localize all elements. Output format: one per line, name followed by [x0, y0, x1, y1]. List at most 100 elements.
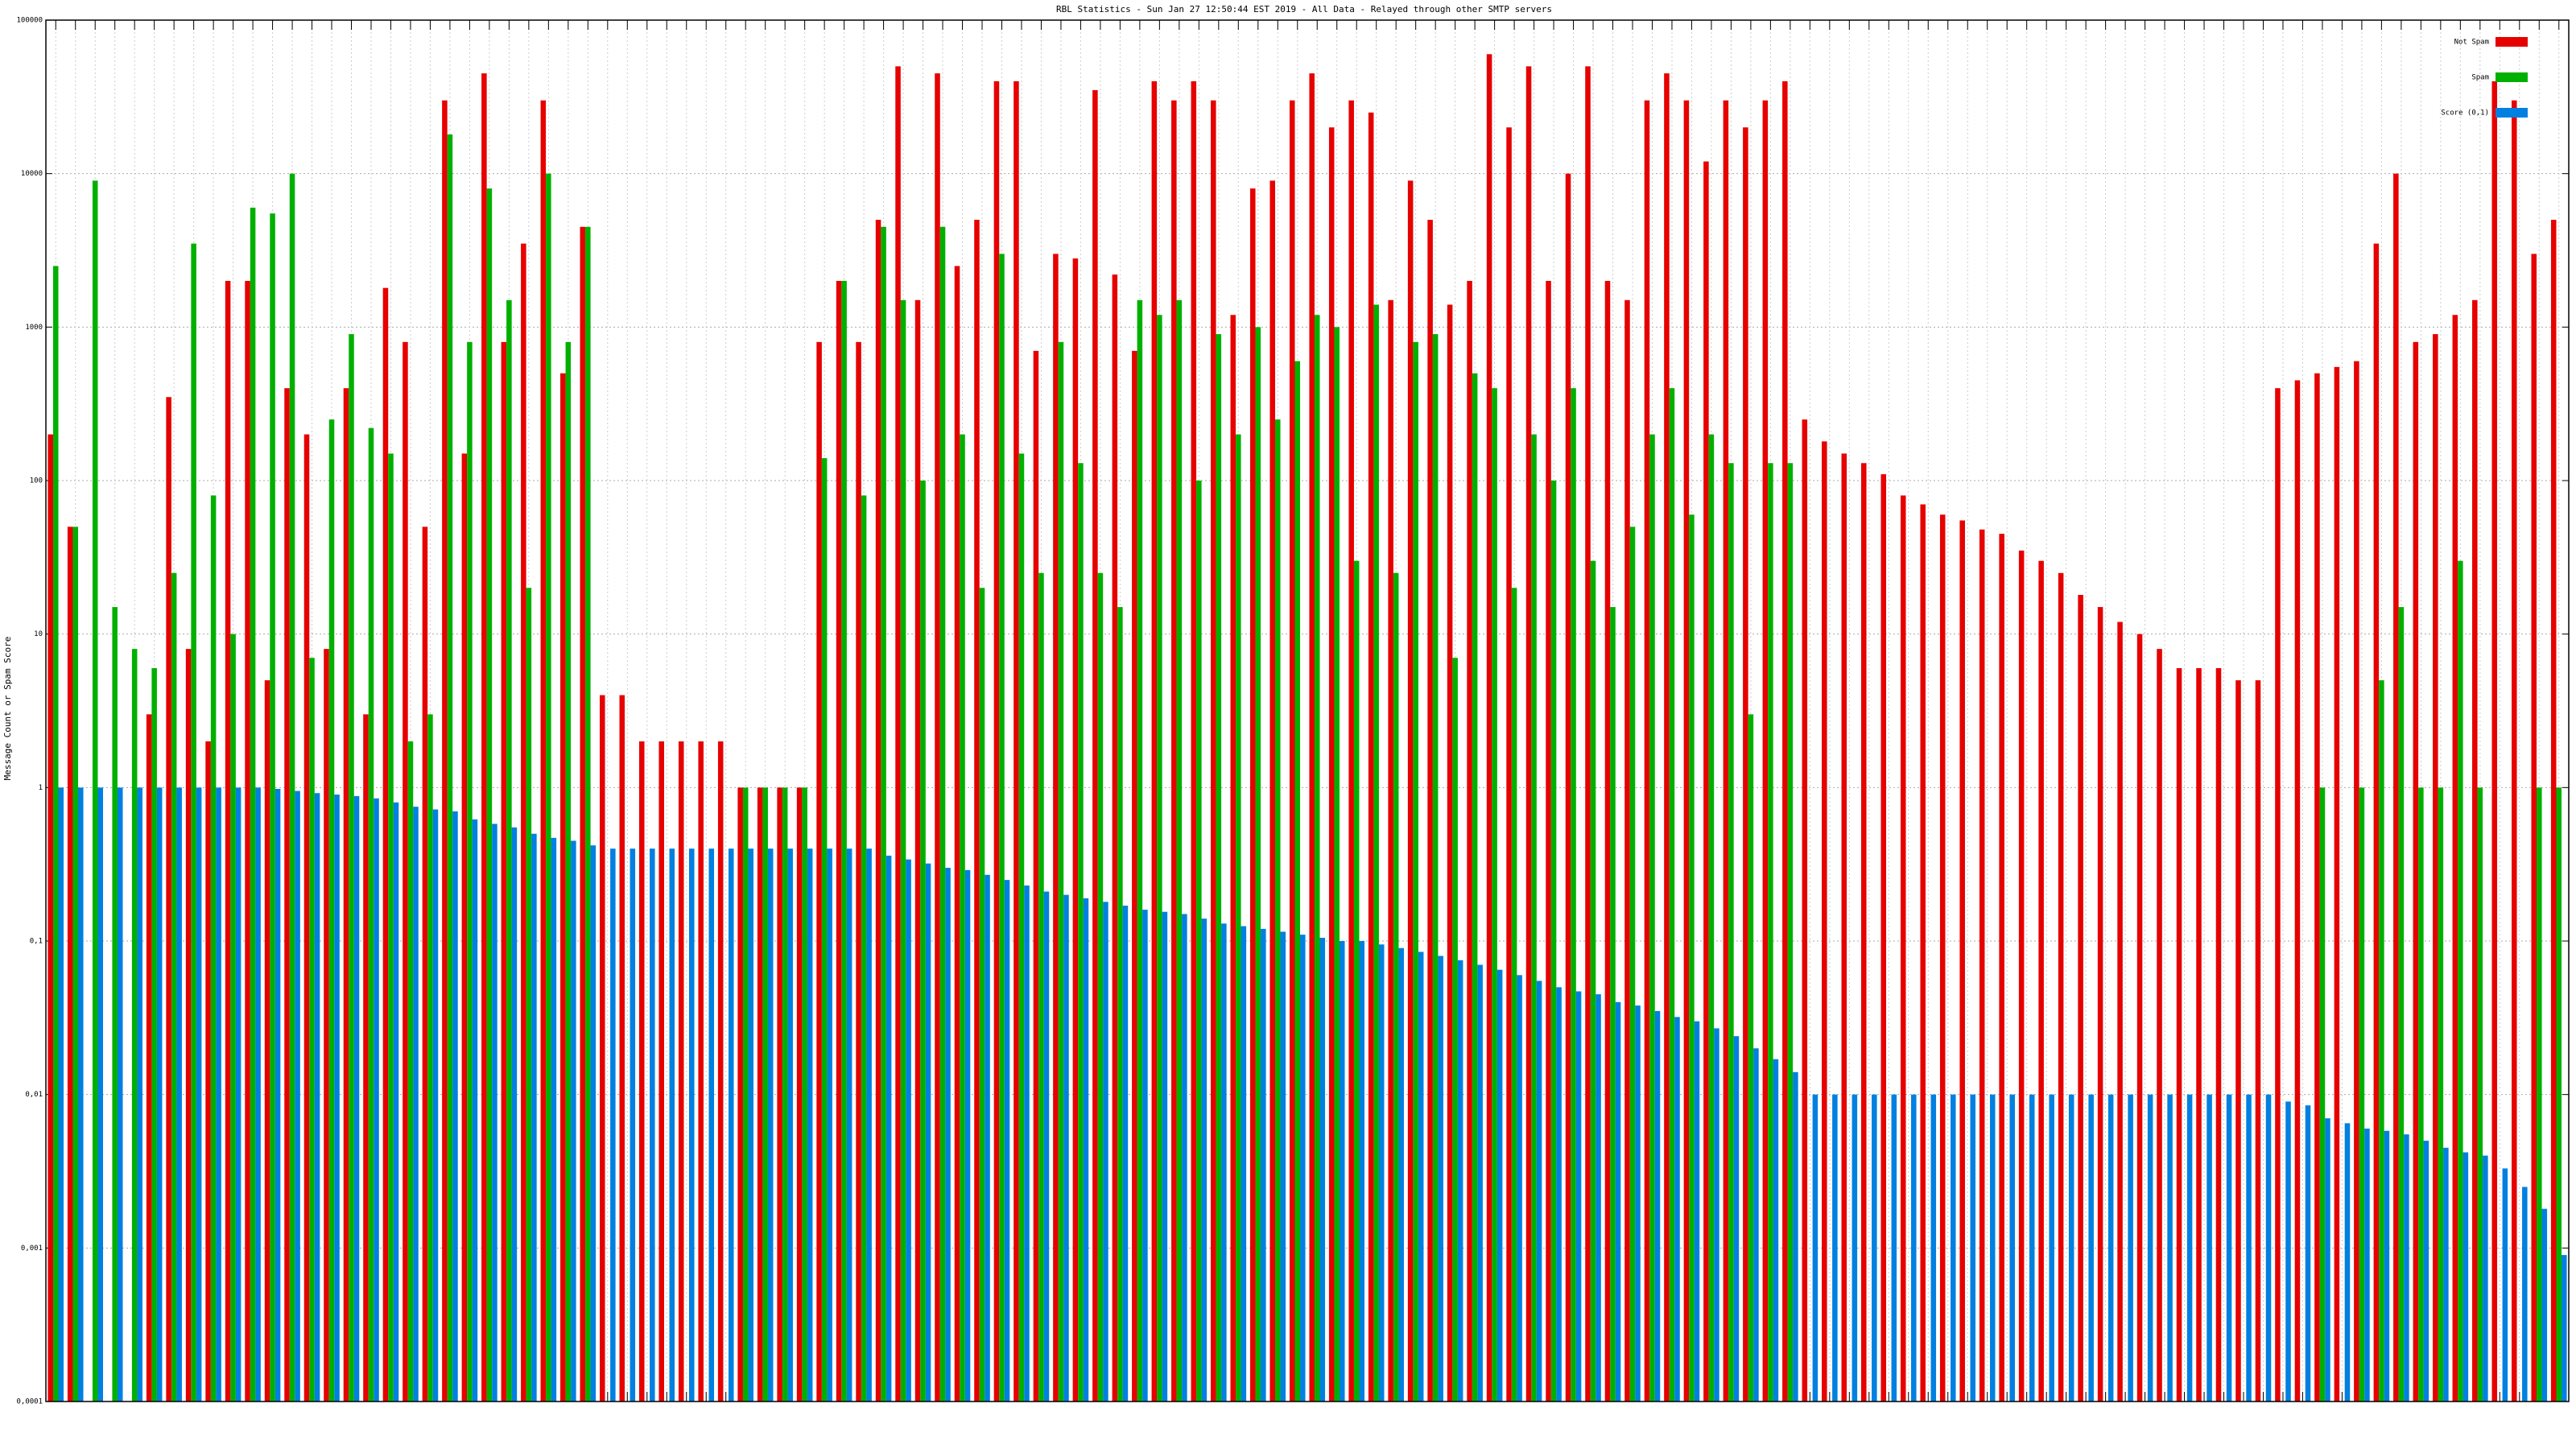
- bar: [2186, 1094, 2193, 1402]
- bar: [2398, 607, 2405, 1402]
- y-tick-label: 100000: [16, 17, 43, 25]
- bar: [481, 73, 487, 1402]
- bar: [1353, 560, 1360, 1402]
- bar: [1249, 188, 1256, 1402]
- bar: [1447, 304, 1453, 1402]
- bar: [112, 607, 118, 1402]
- bar: [2458, 560, 2463, 1402]
- bar: [511, 827, 518, 1402]
- bar: [610, 848, 616, 1402]
- bar: [678, 741, 684, 1402]
- bar: [486, 188, 493, 1402]
- bar: [1714, 1028, 1719, 1402]
- bar: [1477, 964, 1483, 1402]
- bar: [1072, 258, 1079, 1402]
- bar: [1221, 923, 1227, 1402]
- bar: [255, 787, 261, 1402]
- bar: [1137, 299, 1143, 1402]
- bar: [1151, 80, 1158, 1402]
- bar: [1674, 1017, 1680, 1402]
- bar: [2157, 649, 2162, 1402]
- bar: [2029, 1094, 2035, 1402]
- bar: [1748, 714, 1754, 1402]
- bar: [1951, 1094, 1956, 1402]
- bar: [1078, 463, 1084, 1402]
- legend-swatch: [2496, 37, 2528, 47]
- bar: [600, 695, 605, 1402]
- bar: [501, 341, 507, 1402]
- bar: [289, 173, 295, 1402]
- bar: [1585, 66, 1591, 1402]
- bar: [1812, 1094, 1818, 1402]
- bar: [72, 526, 78, 1402]
- bar: [1457, 960, 1463, 1402]
- bar: [1196, 481, 1202, 1402]
- bar: [467, 341, 473, 1402]
- bar: [1314, 315, 1320, 1402]
- bar: [2418, 787, 2424, 1402]
- bar: [2373, 243, 2380, 1402]
- bar: [1018, 453, 1025, 1402]
- bar: [1418, 952, 1424, 1402]
- bar: [2462, 1152, 2469, 1402]
- bar: [334, 795, 340, 1402]
- bar: [2423, 1141, 2429, 1402]
- bar: [619, 695, 625, 1402]
- bar: [914, 299, 921, 1402]
- bar: [1550, 481, 1557, 1402]
- bar: [1733, 1036, 1740, 1402]
- bar: [2294, 380, 2301, 1402]
- bar: [166, 397, 171, 1402]
- bar: [1097, 572, 1104, 1402]
- bar: [875, 220, 881, 1402]
- y-tick-label: 0,01: [25, 1091, 43, 1099]
- bar: [58, 787, 64, 1402]
- bar: [846, 848, 852, 1402]
- bar: [565, 341, 572, 1402]
- bar: [881, 226, 886, 1402]
- bar: [2325, 1118, 2330, 1402]
- bar: [205, 741, 211, 1402]
- bar: [1536, 980, 1542, 1402]
- bar: [945, 868, 951, 1402]
- bar: [1413, 341, 1418, 1402]
- bar: [1723, 100, 1729, 1402]
- bar: [2128, 1094, 2133, 1402]
- bar: [295, 791, 300, 1402]
- bar: [117, 787, 123, 1402]
- bar: [245, 280, 250, 1402]
- bar: [1635, 1005, 1641, 1402]
- bar: [492, 824, 497, 1402]
- bar: [1575, 991, 1582, 1402]
- bar: [1556, 987, 1562, 1402]
- bar: [1452, 658, 1458, 1402]
- bar: [2255, 680, 2261, 1402]
- bar: [1269, 180, 1276, 1402]
- bar: [866, 848, 872, 1402]
- bar: [1852, 1094, 1858, 1402]
- legend-label: Not Spam: [2454, 39, 2489, 47]
- bar: [442, 100, 448, 1402]
- bar: [2018, 550, 2025, 1402]
- bar: [2117, 621, 2123, 1402]
- bar: [1319, 937, 1326, 1402]
- bar: [1309, 73, 1315, 1402]
- bar: [1683, 100, 1690, 1402]
- bar: [2344, 1123, 2351, 1402]
- bar: [638, 741, 645, 1402]
- bar: [1261, 928, 1266, 1402]
- bar: [1689, 514, 1695, 1402]
- bar: [2275, 388, 2281, 1402]
- bar: [1063, 894, 1069, 1402]
- bar: [1610, 607, 1616, 1402]
- plot-frame: [45, 19, 2570, 1402]
- bar: [235, 787, 242, 1402]
- bar: [1112, 275, 1118, 1402]
- bar: [1590, 560, 1596, 1402]
- bar: [314, 793, 320, 1402]
- bar: [540, 100, 547, 1402]
- bar: [2078, 594, 2083, 1402]
- bar: [2167, 1094, 2173, 1402]
- bar: [1891, 1094, 1897, 1402]
- bar: [1103, 902, 1108, 1402]
